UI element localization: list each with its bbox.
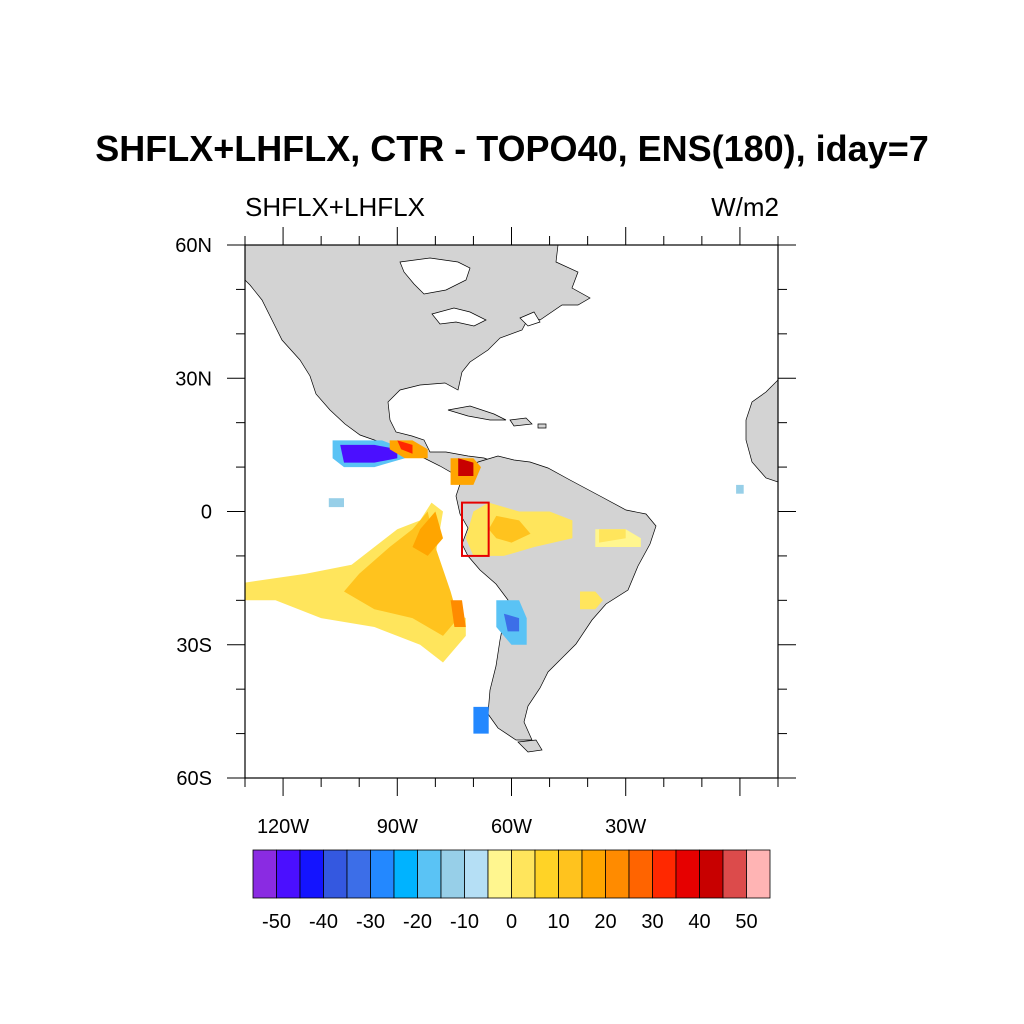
colorbar-swatch [276, 849, 301, 899]
colorbar-swatch [722, 849, 747, 899]
axis-tick-labels: 60N 30N 0 30S 60S 120W 90W 60W 30W [175, 235, 646, 838]
field-gulf-panama-core [340, 444, 398, 463]
lon-tick-label: 120W [257, 816, 309, 838]
colorbar-swatch [581, 849, 606, 899]
colorbar-swatch [417, 849, 442, 899]
colorbar-label: 30 [641, 911, 663, 933]
variable-label: SHFLX+LHFLX [245, 192, 425, 222]
colorbar-label: -30 [356, 911, 385, 933]
field-venezuela-core [458, 458, 474, 476]
colorbar-swatch [440, 849, 465, 899]
field-amazon-core [488, 515, 531, 543]
lat-tick-label: 30S [176, 635, 212, 657]
colorbar-label: -20 [403, 911, 432, 933]
colorbar-swatch [628, 849, 653, 899]
hudson-bay [399, 257, 471, 295]
colorbar-swatch [534, 849, 559, 899]
focus-region-box [461, 501, 490, 557]
field-east-atlantic-blue [736, 484, 744, 494]
field-coast-strong [450, 600, 466, 627]
field-east-pacific-blue [328, 498, 344, 508]
tierra-del-fuego [517, 739, 543, 753]
colorbar-labels: -50 -40 -30 -20 -10 0 10 20 30 40 50 [262, 911, 758, 933]
colorbar-label: 40 [688, 911, 710, 933]
gulf-st-lawrence [519, 311, 541, 327]
cuba [447, 405, 507, 421]
lat-tick-label: 0 [201, 502, 212, 524]
lat-tick-label: 60S [176, 768, 212, 790]
colorbar [252, 849, 771, 899]
colorbar-label: 50 [735, 911, 757, 933]
units-label: W/m2 [711, 192, 779, 222]
colorbar-label: 20 [594, 911, 616, 933]
lat-tick-label: 60N [175, 235, 212, 257]
lon-tick-label: 90W [377, 816, 418, 838]
colorbar-swatch [464, 849, 489, 899]
hispaniola [509, 417, 533, 427]
colorbar-label: 10 [547, 911, 569, 933]
field-pacific-core-inner [412, 511, 443, 556]
colorbar-swatch [370, 849, 395, 899]
lakes [399, 257, 541, 327]
field-southwest-atlantic [580, 591, 603, 610]
colorbar-label: -40 [309, 911, 338, 933]
colorbar-label: -10 [450, 911, 479, 933]
colorbar-swatch [252, 849, 277, 899]
colorbar-swatch [675, 849, 700, 899]
colorbar-label: 0 [506, 911, 517, 933]
colorbar-swatch [346, 849, 371, 899]
lon-tick-label: 30W [605, 816, 646, 838]
flux-difference-field [245, 440, 744, 734]
colorbar-swatch [511, 849, 536, 899]
colorbar-swatch [558, 849, 583, 899]
colorbar-swatch [323, 849, 348, 899]
colorbar-label: -50 [262, 911, 291, 933]
map-title: SHFLX+LHFLX, CTR - TOPO40, ENS(180), ida… [95, 128, 929, 169]
puerto-rico [537, 423, 547, 429]
axis-ticks [227, 227, 796, 796]
field-patagonia-blue [473, 706, 489, 734]
great-lakes [431, 307, 487, 327]
colorbar-swatch [746, 849, 771, 899]
field-brazil-blue-core [503, 613, 520, 632]
colorbar-swatch [393, 849, 418, 899]
colorbar-swatch [699, 849, 724, 899]
field-atlantic-patch-core [599, 529, 626, 543]
field-central-america-core [397, 440, 413, 454]
colorbar-swatch [652, 849, 677, 899]
colorbar-swatch [605, 849, 630, 899]
colorbar-swatch [487, 849, 512, 899]
africa-edge [745, 379, 778, 483]
lon-tick-label: 60W [491, 816, 532, 838]
colorbar-swatch [299, 849, 324, 899]
lat-tick-label: 30N [175, 368, 212, 390]
